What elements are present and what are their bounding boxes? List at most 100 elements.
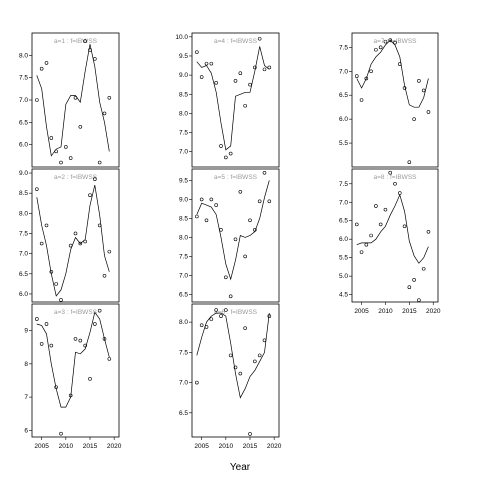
data-point [59, 431, 63, 436]
data-point [59, 298, 63, 302]
panel-8: a=8 : f=IBWSS 4.5 5.0 5.5 6.0 6.5 7.0 7.5 2005 20… [339, 168, 441, 315]
panel-frame [191, 303, 280, 438]
data-point [49, 269, 54, 274]
data-point [35, 187, 39, 191]
y-tick-label: 8.0 [179, 234, 188, 241]
y-tick-label: 6.5 [339, 218, 348, 225]
data-point [88, 377, 92, 381]
data-point [238, 190, 243, 194]
data-point [228, 151, 233, 156]
data-point [219, 314, 223, 318]
data-point [383, 207, 388, 212]
data-point [267, 199, 272, 204]
data-point [233, 237, 238, 242]
data-point [243, 254, 247, 259]
data-point [209, 197, 214, 202]
x-tick-label: 2010 [59, 443, 74, 450]
data-point [262, 338, 267, 343]
data-point [224, 155, 228, 160]
panel-frame [351, 32, 439, 168]
y-tick-label: 9.0 [179, 196, 188, 203]
y-tick-label: 6.5 [19, 271, 28, 278]
data-point [88, 193, 92, 197]
y-tick-label: 7 [24, 394, 28, 401]
y-tick-label: 8.5 [179, 215, 188, 222]
y-tick-label: 5.0 [339, 273, 348, 280]
data-point [214, 308, 218, 312]
fitted-line [36, 185, 110, 297]
panel-title: a=2 : f=IBWSS [54, 174, 98, 181]
data-point [393, 40, 397, 45]
y-tick-label: 7.0 [179, 149, 188, 156]
y-tick-label: 6.5 [179, 410, 188, 417]
data-point [68, 243, 73, 248]
data-point [209, 61, 214, 66]
y-tick-label: 7.5 [19, 75, 28, 82]
panel-title: a=5 : f=IBWSS [214, 174, 258, 181]
data-point [354, 74, 359, 78]
panel-1: a=1 : f=IBWSS 6.0 6.5 7.0 7.5 8.0 [19, 32, 120, 168]
data-point [219, 144, 223, 148]
data-point [417, 298, 421, 302]
data-point [83, 239, 87, 244]
data-point [364, 76, 369, 81]
y-tick-label: 6.0 [339, 236, 348, 243]
data-point [97, 223, 102, 228]
y-tick-label: 7.5 [179, 349, 188, 356]
data-point [59, 160, 63, 165]
y-tick-label: 8.0 [179, 319, 188, 326]
y-tick-label: 7.5 [179, 130, 188, 137]
data-point [267, 65, 272, 70]
panel-frame [191, 168, 280, 303]
data-point [44, 61, 49, 65]
panel-title: a=7 : f=IBWSS [374, 38, 418, 45]
y-tick-label: 7.0 [339, 68, 348, 75]
data-point [35, 317, 39, 321]
data-point [83, 343, 87, 348]
data-point [393, 181, 397, 186]
data-point [243, 103, 247, 108]
y-tick-label: 9.5 [179, 177, 188, 184]
data-point [426, 110, 431, 114]
data-point [68, 156, 73, 160]
data-point [107, 95, 112, 100]
data-point [402, 224, 407, 229]
data-point [233, 365, 238, 370]
data-point [107, 357, 112, 361]
x-tick-label: 2020 [267, 443, 282, 450]
panel-title: a=4 : f=IBWSS [214, 38, 258, 45]
data-point [364, 242, 369, 247]
y-tick-label: 8.0 [19, 52, 28, 59]
y-tick-label: 9 [24, 328, 28, 335]
panel-frame [351, 168, 439, 303]
x-tick-label: 2015 [83, 443, 98, 450]
data-point [421, 88, 426, 93]
y-tick-label: 6 [24, 427, 28, 434]
x-tick-label: 2020 [107, 443, 122, 450]
panel-frame [31, 168, 120, 303]
data-point [73, 95, 78, 100]
data-point [97, 160, 102, 165]
data-point [78, 241, 83, 246]
data-point [262, 171, 267, 175]
data-point [54, 385, 58, 389]
data-point [257, 353, 262, 358]
x-tick-label: 2020 [426, 308, 441, 315]
y-tick-label: 8.0 [19, 210, 28, 217]
data-point [39, 342, 44, 346]
y-tick-label: 10.0 [175, 34, 188, 41]
data-point [195, 214, 199, 219]
panel-2: a=2 : f=IBWSS 6.0 6.5 7.0 7.5 8.0 8.5 9.0 [19, 168, 120, 303]
data-point [417, 79, 421, 83]
y-tick-label: 8.5 [19, 190, 28, 197]
data-point [248, 218, 252, 223]
panel-6: a=6 : f=IBWSS 6.5 7.0 7.5 8.0 2005 2010 2015 202… [179, 303, 282, 450]
y-tick-label: 6.5 [19, 119, 28, 126]
data-point [49, 343, 54, 348]
panel-frame [31, 303, 120, 438]
x-tick-label: 2005 [34, 443, 49, 450]
data-point [374, 47, 378, 52]
data-point [243, 326, 247, 330]
